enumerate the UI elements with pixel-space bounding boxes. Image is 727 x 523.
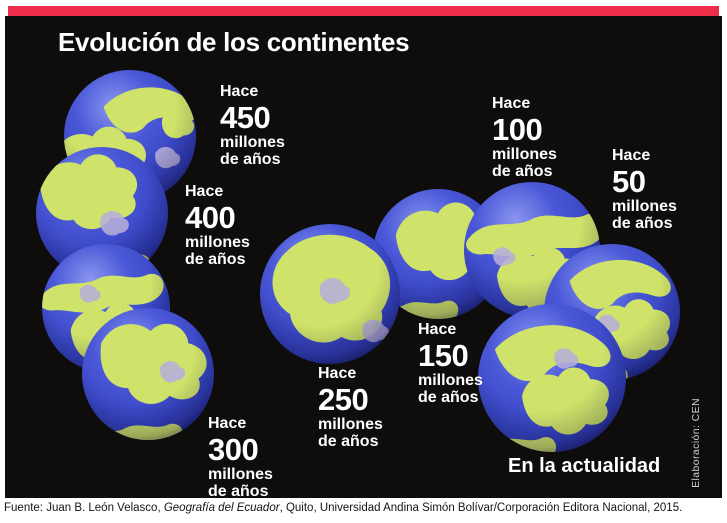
globe-450-illustration xyxy=(64,70,196,202)
stage-hace-text: Hace xyxy=(492,95,531,112)
credit-vertical: Elaboración: CEN xyxy=(690,398,702,488)
globe-present-illustration xyxy=(478,304,626,452)
label-en-la-actualidad: En la actualidad xyxy=(508,455,661,477)
source-prefix: Fuente: Juan B. León Velasco, xyxy=(4,502,164,514)
stage-amount: 100 xyxy=(492,111,543,147)
stage-unit-line1: millones xyxy=(318,415,383,433)
globe-250-illustration xyxy=(260,224,400,364)
stage-hace-text: Hace xyxy=(220,83,259,100)
source-work-title: Geografía del Ecuador xyxy=(163,502,280,514)
stage-unit-line1: millones xyxy=(185,233,250,251)
stage-hace-text: Hace xyxy=(612,147,651,164)
stage-hace-text: Hace xyxy=(418,321,457,338)
stage-amount: 250 xyxy=(318,381,369,417)
globe-450-million-years xyxy=(64,70,196,202)
label-hace-300-millones: Hace 300 millones de años xyxy=(208,415,273,500)
label-hace-450-millones: Hace 450 millones de años xyxy=(220,83,285,168)
stage-hace-text: Hace xyxy=(208,415,247,432)
globe-300-million-years xyxy=(82,308,214,440)
stage-amount: 450 xyxy=(220,99,271,135)
stage-amount: 400 xyxy=(185,199,236,235)
stage-amount: 300 xyxy=(208,431,259,467)
globe-unlabeled-transition xyxy=(42,244,170,372)
stage-unit-line2: de años xyxy=(220,150,281,168)
stage-unit-line2: de años xyxy=(318,432,379,450)
stage-hace-text: Hace xyxy=(318,365,357,382)
globe-300-illustration xyxy=(82,308,214,440)
stage-unit-line2: de años xyxy=(418,388,479,406)
stage-unit-line2: de años xyxy=(492,162,553,180)
label-hace-50-millones: Hace 50 millones de años xyxy=(612,147,677,232)
stage-unit-line2: de años xyxy=(612,214,673,232)
label-hace-150-millones: Hace 150 millones de años xyxy=(418,321,483,406)
stage-unit-line1: millones xyxy=(208,465,273,483)
globe-transition-illustration xyxy=(42,244,170,372)
top-accent-bar xyxy=(8,6,719,16)
stage-unit-line2: de años xyxy=(208,482,269,500)
source-suffix: , Quito, Universidad Andina Simón Bolíva… xyxy=(279,502,683,514)
stage-hace-text: Hace xyxy=(185,183,224,200)
stage-unit-line2: de años xyxy=(185,250,246,268)
stage-amount: 50 xyxy=(612,163,646,199)
globe-250-million-years-pangaea xyxy=(260,224,400,364)
stage-amount: 150 xyxy=(418,337,469,373)
source-line: Fuente: Juan B. León Velasco, Geografía … xyxy=(4,502,682,514)
globe-present-day xyxy=(478,304,626,452)
stage-unit-line1: millones xyxy=(492,145,557,163)
stage-unit-line1: millones xyxy=(418,371,483,389)
label-hace-100-millones: Hace 100 millones de años xyxy=(492,95,557,180)
label-hace-400-millones: Hace 400 millones de años xyxy=(185,183,250,268)
stage-unit-line1: millones xyxy=(612,197,677,215)
stage-unit-line1: millones xyxy=(220,133,285,151)
infographic-title: Evolución de los continentes xyxy=(58,27,410,57)
label-hace-250-millones: Hace 250 millones de años xyxy=(318,365,383,450)
